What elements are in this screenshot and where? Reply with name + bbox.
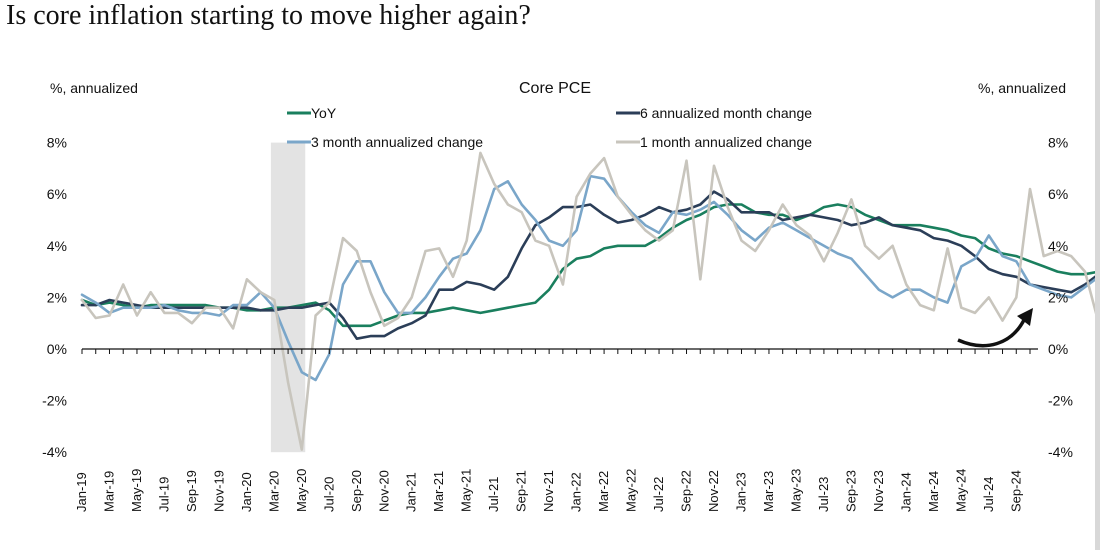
chart-title: Core PCE [519,80,591,97]
y-tick-label-left: -2% [42,393,67,409]
y-tick-label-right: 6% [1048,186,1068,202]
x-tick-label: Mar-23 [761,471,776,512]
y-tick-label-left: 2% [47,289,67,305]
x-tick-label: May-20 [294,469,309,512]
y-tick-label-left: 8% [47,135,67,151]
x-tick-label: Sep-24 [1008,470,1023,512]
x-tick-label: Sep-20 [349,470,364,512]
y-tick-label-left: 0% [47,341,67,357]
legend-label: 1 month annualized change [640,134,812,150]
x-tick-label: May-21 [459,469,474,512]
x-tick-label: Jul-20 [321,477,336,512]
legend-label: YoY [311,105,337,121]
y-tick-label-right: 2% [1048,289,1068,305]
y-tick-label-left: 6% [47,186,67,202]
frame-border [1095,0,1100,550]
x-tick-label: Jul-19 [156,477,171,512]
x-tick-label: Jan-21 [404,472,419,512]
x-tick-label: Jan-23 [733,472,748,512]
x-tick-label: Sep-21 [514,470,529,512]
x-tick-label: Sep-19 [184,470,199,512]
x-tick-label: Nov-22 [706,470,721,512]
x-tick-label: Mar-24 [926,471,941,512]
series-line-1-month-annualized-change [80,151,1100,451]
x-tick-label: Jul-23 [816,477,831,512]
x-tick-label: May-19 [129,469,144,512]
curved-arrow-annotation [957,317,1027,348]
x-tick-label: Nov-19 [211,470,226,512]
x-tick-label: Jan-20 [239,472,254,512]
y-tick-label-right: -2% [1048,393,1073,409]
x-tick-label: Jul-22 [651,477,666,512]
x-tick-label: Mar-22 [596,471,611,512]
y-tick-label-right: -4% [1048,444,1073,460]
arrow-head [1017,308,1033,326]
x-tick-label: Mar-19 [101,471,116,512]
shaded-recession-region [270,142,306,453]
x-tick-label: Jan-22 [569,472,584,512]
x-tick-label: May-23 [788,469,803,512]
series-line-6-annualized-month-change [80,190,1100,341]
x-tick-label: Jul-24 [981,477,996,512]
legend-label: 3 month annualized change [311,134,483,150]
y-tick-label-right: 4% [1048,238,1068,254]
x-tick-label: Sep-22 [679,470,694,512]
y-tick-label-right: 0% [1048,341,1068,357]
left-axis-unit-label: %, annualized [50,80,138,96]
x-tick-label: Jul-21 [486,477,501,512]
x-tick-label: Mar-21 [431,471,446,512]
y-tick-label-right: 8% [1048,135,1068,151]
y-tick-label-left: 4% [47,238,67,254]
y-tick-label-left: -4% [42,444,67,460]
x-tick-label: Jan-19 [74,472,89,512]
x-tick-label: Jan-24 [898,472,913,512]
x-tick-label: Nov-23 [871,470,886,512]
chart-headline: Is core inflation starting to move highe… [6,0,531,31]
x-tick-label: Nov-21 [541,470,556,512]
right-axis-unit-label: %, annualized [978,80,1066,96]
x-tick-label: Nov-20 [376,470,391,512]
x-tick-label: Sep-23 [843,470,858,512]
legend-label: 6 annualized month change [640,105,812,121]
x-tick-label: May-22 [624,469,639,512]
x-tick-label: Mar-20 [266,471,281,512]
x-tick-label: May-24 [953,469,968,512]
